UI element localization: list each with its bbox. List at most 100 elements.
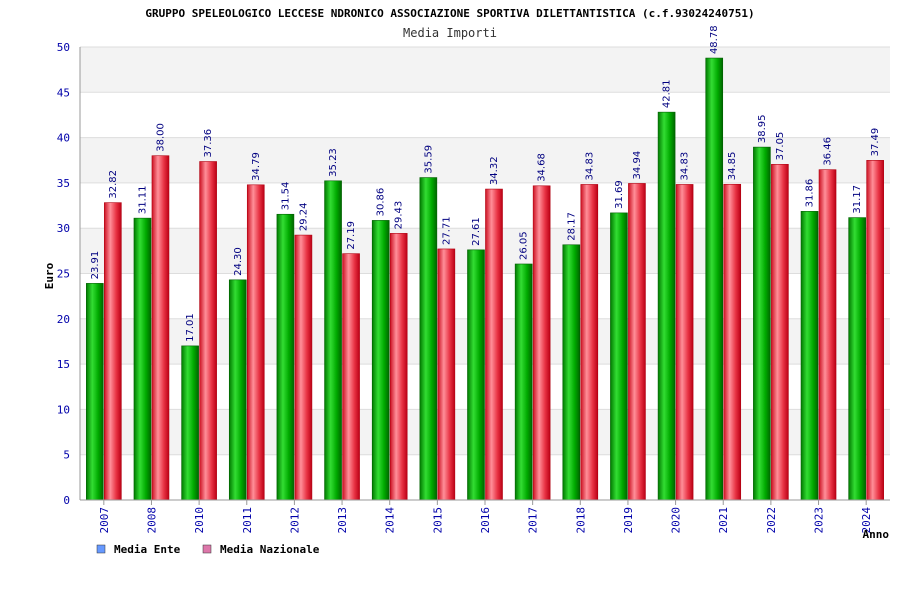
bar-media-nazionale-2007 (104, 202, 122, 501)
bar-media-nazionale-2022 (771, 164, 789, 501)
bar-media-nazionale-2021 (723, 183, 742, 501)
x-tick-label: 2016 (479, 507, 492, 534)
grid-band (80, 92, 890, 138)
x-tick-label: 2014 (384, 507, 397, 534)
bar-media-nazionale-2023 (818, 169, 837, 501)
bar-media-ente-2013 (324, 180, 342, 501)
chart-title: GRUPPO SPELEOLOGICO LECCESE NDRONICO ASS… (145, 7, 754, 20)
bar-media-nazionale-2015 (437, 248, 456, 501)
x-tick-label: 2012 (288, 507, 301, 534)
bar-media-nazionale-2012 (294, 234, 313, 501)
bar-media-ente-2008 (133, 217, 152, 501)
data-label: 30.86 (376, 188, 387, 217)
bar-media-ente-2020 (657, 111, 676, 501)
axes (79, 47, 890, 505)
bar-media-nazionale-2013 (342, 253, 360, 501)
data-label: 27.61 (471, 217, 482, 246)
data-label: 29.24 (298, 202, 309, 231)
x-tick-label: 2010 (193, 507, 206, 534)
data-label: 31.17 (852, 185, 863, 214)
data-label: 48.78 (709, 25, 720, 54)
grid-band (80, 47, 890, 93)
bar-media-ente-2011 (228, 279, 247, 501)
data-label: 26.05 (519, 231, 530, 260)
data-label: 31.11 (137, 186, 148, 215)
data-label: 38.00 (155, 123, 166, 152)
x-tick-label: 2007 (98, 507, 111, 534)
bar-media-nazionale-2014 (389, 233, 408, 501)
y-tick-label: 0 (63, 494, 70, 507)
x-tick-label: 2020 (670, 507, 683, 534)
chart-subtitle: Media Importi (403, 26, 497, 40)
bar-media-ente-2015 (419, 177, 438, 501)
x-tick-labels: 2007 2008 2010 2011 2012 2013 2014 2015 2016 2017… (98, 507, 873, 534)
x-tick-label: 2019 (622, 507, 635, 534)
x-tick-label: 2015 (431, 507, 444, 534)
bar-media-ente-2019 (610, 212, 628, 501)
data-label: 29.43 (394, 201, 405, 230)
data-label: 31.54 (280, 182, 291, 211)
legend-label-media-ente: Media Ente (114, 543, 181, 556)
data-label: 37.36 (203, 129, 214, 158)
bar-media-ente-2024 (848, 217, 866, 501)
x-tick-label: 2018 (574, 507, 587, 534)
x-tick-label: 2011 (241, 507, 254, 534)
y-tick-label: 5 (63, 449, 70, 462)
y-axis-label: Euro (43, 262, 56, 289)
bar-media-ente-2018 (562, 244, 581, 501)
bar-media-nazionale-2018 (580, 184, 599, 501)
x-tick-label: 2008 (145, 507, 158, 534)
bar-media-nazionale-2024 (866, 160, 884, 501)
data-label: 34.83 (680, 152, 691, 181)
data-label: 31.69 (614, 180, 625, 209)
data-label: 27.71 (441, 216, 452, 245)
bar-media-ente-2014 (371, 220, 390, 501)
y-tick-label: 35 (57, 177, 70, 190)
data-label: 35.59 (423, 145, 434, 174)
y-tick-label: 30 (57, 222, 70, 235)
y-tick-label: 10 (57, 403, 70, 416)
bar-media-ente-2007 (86, 283, 104, 501)
data-label: 34.68 (537, 153, 548, 182)
value-labels: 23.91 32.82 31.11 38.00 17.01 37.36 24.30 34.79… (90, 25, 881, 341)
bar-media-ente-2017 (514, 263, 533, 501)
bar-media-ente-2021 (705, 57, 724, 501)
data-label: 28.17 (566, 212, 577, 241)
bar-media-ente-2016 (467, 249, 485, 501)
bar-media-nazionale-2016 (485, 188, 503, 501)
data-label: 34.85 (727, 152, 738, 181)
x-tick-label: 2017 (527, 507, 540, 534)
y-tick-label: 40 (57, 132, 70, 145)
x-tick-label: 2021 (717, 507, 730, 534)
legend-swatch-media-nazionale (202, 544, 212, 554)
y-tick-label: 50 (57, 41, 70, 54)
legend: Media Ente Media Nazionale (96, 543, 320, 556)
bar-media-ente-2022 (753, 146, 771, 501)
bar-media-ente-2023 (800, 211, 819, 501)
bar-media-nazionale-2017 (532, 185, 551, 501)
bars (86, 57, 884, 501)
data-label: 34.79 (251, 152, 262, 181)
data-label: 35.23 (328, 148, 339, 177)
bar-media-nazionale-2011 (246, 184, 265, 501)
x-tick-label: 2023 (813, 507, 826, 534)
bar-media-nazionale-2008 (151, 155, 170, 501)
bar-media-nazionale-2010 (199, 161, 217, 501)
x-tick-label: 2022 (765, 507, 778, 534)
data-label: 31.86 (805, 179, 816, 208)
y-tick-label: 45 (57, 86, 70, 99)
data-label: 23.91 (90, 251, 101, 280)
y-tick-labels: 0 5 10 15 20 25 30 35 40 45 50 (57, 41, 70, 507)
bar-media-nazionale-2020 (675, 184, 694, 501)
y-tick-label: 15 (57, 358, 70, 371)
data-label: 38.95 (757, 114, 768, 143)
data-label: 24.30 (233, 247, 244, 276)
x-tick-label: 2024 (860, 507, 873, 534)
data-label: 42.81 (662, 80, 673, 109)
data-label: 34.83 (584, 152, 595, 181)
data-label: 34.94 (632, 151, 643, 180)
x-axis-label: Anno (863, 528, 890, 541)
legend-swatch-media-ente (96, 544, 106, 554)
